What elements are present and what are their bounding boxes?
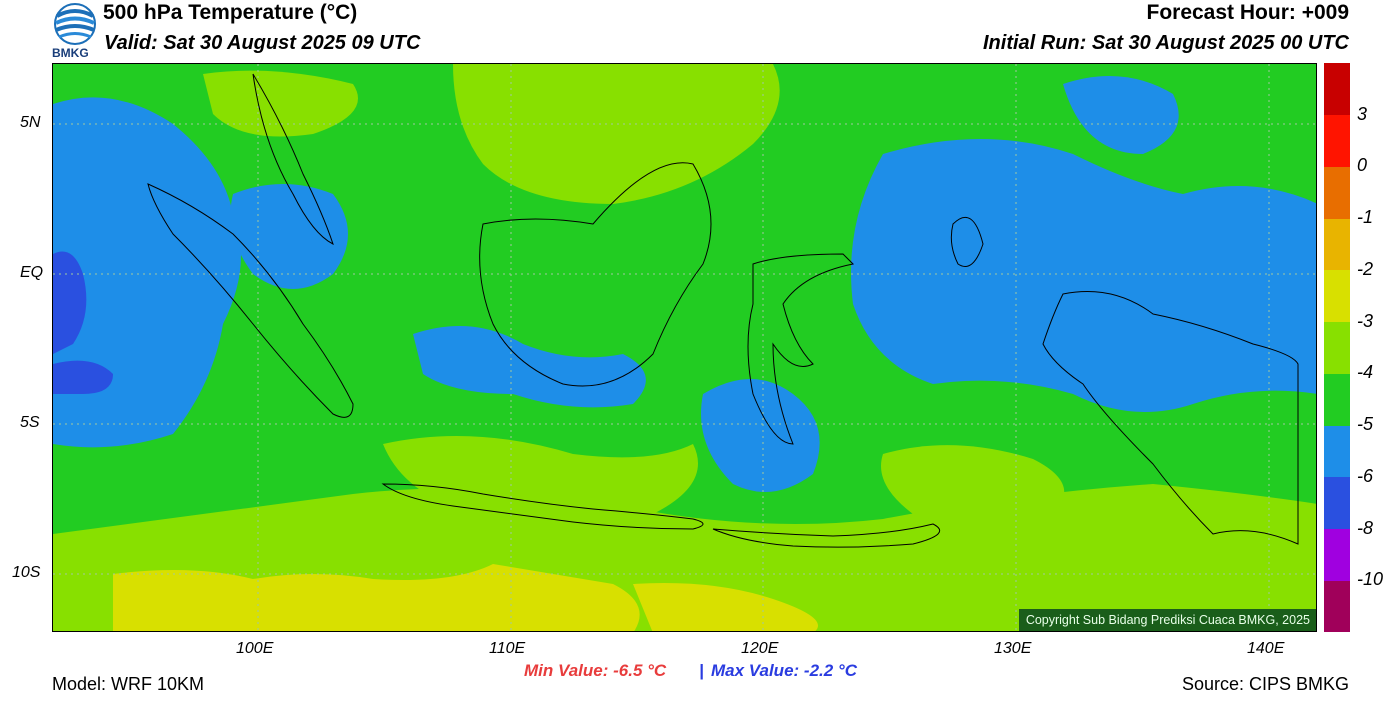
lon-label-100e: 100E [236,640,274,657]
sumatra-outline [147,183,354,418]
minmax-separator: | [699,661,704,680]
field-east-cold [851,139,1316,412]
forecast-hour: Forecast Hour: +009 [1146,1,1350,24]
colorbar-tick-label: -4 [1357,362,1374,383]
field-java-sea-patch [383,436,698,524]
colorbar-tick-label: -5 [1357,414,1374,435]
model-name: Model: WRF 10KM [52,674,205,694]
lon-label-110e: 110E [489,640,526,657]
lon-label-130e: 130E [994,640,1032,657]
lon-label-120e: 120E [741,640,779,657]
colorbar-tick-label: -2 [1357,258,1374,279]
max-value: Max Value: -2.2 °C [711,661,857,680]
colorbar-segment [1324,373,1350,426]
lat-label-5s: 5S [20,414,40,431]
logo-text: BMKG [52,46,89,60]
java-outline [381,483,704,530]
bmkg-logo-emblem-icon [54,3,96,45]
colorbar-tick-label: -1 [1357,207,1374,228]
valid-time: Valid: Sat 30 August 2025 09 UTC [104,32,421,54]
halmahera-outline [950,216,984,267]
min-value: Min Value: -6.5 °C [524,661,667,680]
field-south-yellow-2 [633,583,818,631]
initial-run: Initial Run: Sat 30 August 2025 00 UTC [982,32,1349,54]
colorbar-segment [1324,269,1350,323]
colorbar-segment [1324,528,1350,581]
colorbar-segment [1324,218,1350,271]
coastlines [147,73,1299,548]
field-west-coldest [53,251,87,354]
colorbar-tick-label: -10 [1357,569,1384,590]
bmkg-logo: BMKG [52,2,98,60]
new-guinea-outline [1042,291,1299,545]
field-west-cold [53,97,241,448]
field-central-cold [413,326,646,408]
colorbar-segment [1324,580,1350,633]
colorbar-tick-label: -6 [1357,465,1374,486]
sulawesi-outline [747,253,855,445]
colorbar-tick-label: -8 [1357,517,1374,538]
colorbar-segment [1324,166,1350,219]
colorbar [1324,63,1350,633]
nusa-tenggara-outline [712,523,941,548]
copyright-notice: Copyright Sub Bidang Prediksi Cuaca BMKG… [1018,609,1316,631]
field-north-patch-3 [633,76,755,154]
lat-label-5n: 5N [20,114,41,131]
lon-label-140e: 140E [1247,640,1285,657]
colorbar-tick-label: 3 [1357,103,1368,124]
borneo-outline [479,162,712,387]
malay-peninsula-outline [252,73,334,245]
colorbar-segment [1324,425,1350,478]
colorbar-segment [1324,321,1350,374]
chart-title: 500 hPa Temperature (°C) [103,1,358,24]
colorbar-segment [1324,114,1350,167]
temperature-map: Copyright Sub Bidang Prediksi Cuaca BMKG… [52,63,1317,632]
field-east-cold-2 [1063,76,1179,154]
colorbar-tick-label: -3 [1357,310,1374,331]
field-south-yellow [113,564,640,631]
colorbar-segment [1324,63,1350,116]
temperature-field [53,64,1316,631]
field-west-coldest-2 [53,360,113,394]
colorbar-tick-label: 0 [1357,155,1368,176]
field-sulawesi-cold [701,379,820,492]
lat-label-10s: 10S [12,564,41,581]
field-north-patch-2 [203,70,358,137]
lat-label-eq: EQ [20,264,44,281]
field-banda-patch [881,445,1065,524]
colorbar-segment [1324,476,1350,530]
data-source: Source: CIPS BMKG [1181,674,1349,694]
